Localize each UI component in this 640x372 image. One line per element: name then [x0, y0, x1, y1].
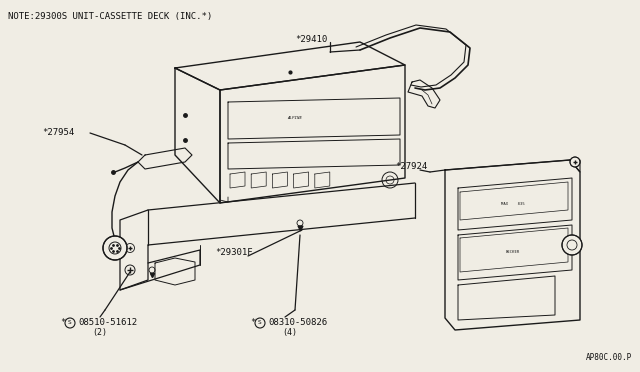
- Circle shape: [562, 235, 582, 255]
- Text: *: *: [250, 318, 255, 327]
- Text: (4): (4): [282, 328, 297, 337]
- Text: *: *: [60, 318, 65, 327]
- Text: 08510-51612: 08510-51612: [78, 318, 137, 327]
- Text: *29301F: *29301F: [215, 248, 253, 257]
- Text: S: S: [258, 321, 262, 326]
- Text: *29410: *29410: [295, 35, 327, 44]
- Text: AP80C.00.P: AP80C.00.P: [586, 353, 632, 362]
- Text: ALPINE: ALPINE: [287, 116, 303, 120]
- Circle shape: [103, 236, 127, 260]
- Text: *27924: *27924: [395, 162, 428, 171]
- Text: 08310-50826: 08310-50826: [268, 318, 327, 327]
- Text: BECKER: BECKER: [506, 250, 520, 254]
- Text: *27954: *27954: [42, 128, 74, 137]
- Text: MAX    835: MAX 835: [501, 202, 525, 206]
- Text: NOTE:29300S UNIT-CASSETTE DECK (INC.*): NOTE:29300S UNIT-CASSETTE DECK (INC.*): [8, 12, 212, 21]
- Text: (2): (2): [92, 328, 107, 337]
- Circle shape: [570, 157, 580, 167]
- Text: S: S: [68, 321, 72, 326]
